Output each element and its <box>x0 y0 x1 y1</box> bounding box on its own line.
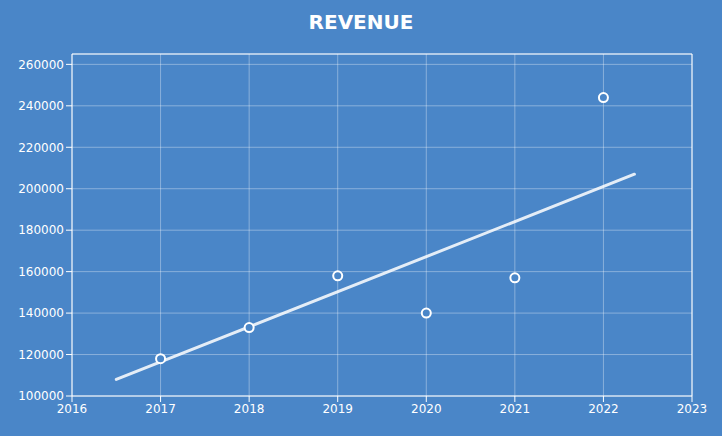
svg-text:240000: 240000 <box>18 99 64 113</box>
svg-text:180000: 180000 <box>18 223 64 237</box>
svg-text:140000: 140000 <box>18 306 64 320</box>
svg-text:260000: 260000 <box>18 58 64 72</box>
svg-text:220000: 220000 <box>18 141 64 155</box>
svg-text:2023: 2023 <box>677 402 708 416</box>
svg-text:120000: 120000 <box>18 348 64 362</box>
svg-text:200000: 200000 <box>18 182 64 196</box>
svg-text:2022: 2022 <box>588 402 619 416</box>
svg-text:2018: 2018 <box>234 402 265 416</box>
svg-text:160000: 160000 <box>18 265 64 279</box>
svg-text:2020: 2020 <box>411 402 442 416</box>
html-text:REVENUE: REVENUE <box>308 10 414 34</box>
svg-text:2019: 2019 <box>322 402 353 416</box>
svg-text:2016: 2016 <box>57 402 88 416</box>
svg-text:2021: 2021 <box>500 402 531 416</box>
svg-text:100000: 100000 <box>18 389 64 403</box>
svg-text:2017: 2017 <box>145 402 176 416</box>
